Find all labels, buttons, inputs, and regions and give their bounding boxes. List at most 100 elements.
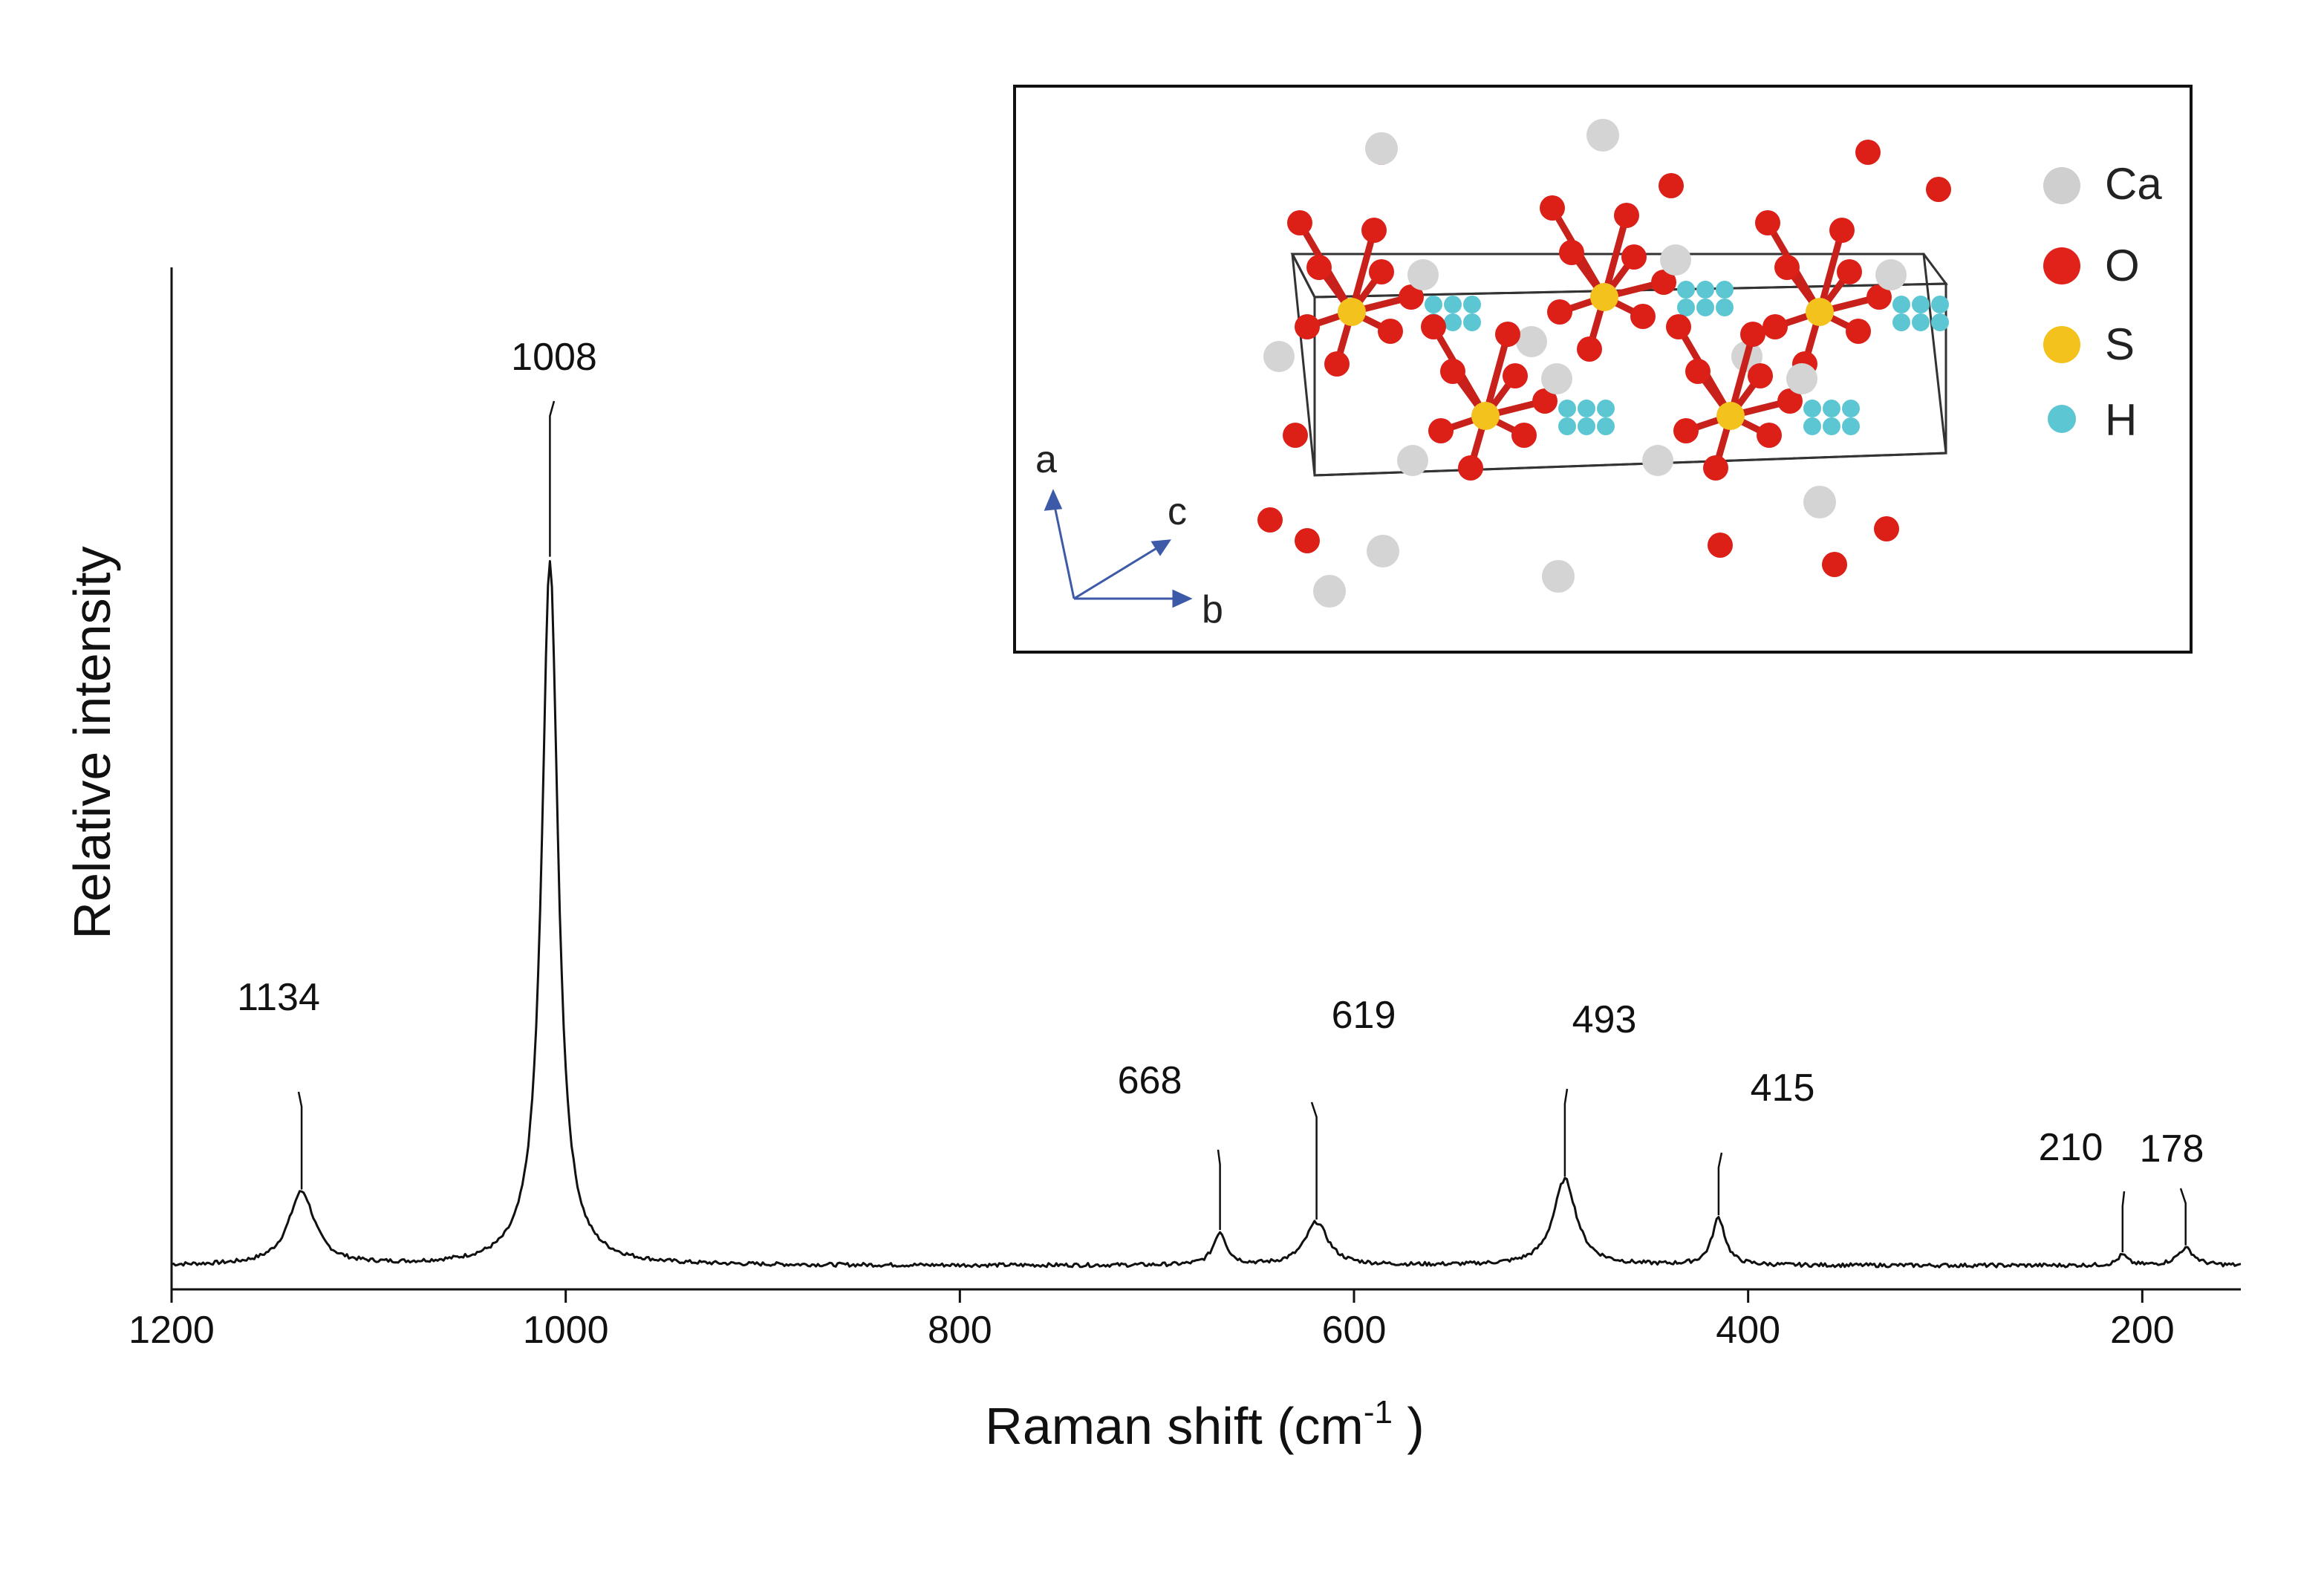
oxygen-atom bbox=[1673, 418, 1699, 443]
x-tick-label: 800 bbox=[928, 1309, 992, 1352]
axis-b-label: b bbox=[1202, 588, 1223, 631]
x-axis-label-end: ) bbox=[1393, 1397, 1425, 1455]
oxygen-atom bbox=[1547, 299, 1572, 325]
legend-s-marker bbox=[2043, 326, 2080, 363]
oxygen-atom bbox=[1621, 244, 1647, 270]
oxygen-atom bbox=[1511, 423, 1537, 448]
oxygen-atom bbox=[1651, 270, 1676, 295]
oxygen-atom bbox=[1685, 359, 1711, 384]
inset-border bbox=[1013, 85, 2193, 654]
calcium-atom bbox=[1365, 132, 1398, 165]
calcium-atom bbox=[1803, 486, 1836, 518]
hydrogen-atom bbox=[1842, 400, 1860, 417]
oxygen-atom bbox=[1324, 351, 1350, 377]
calcium-atom bbox=[1541, 363, 1572, 394]
oxygen-atom bbox=[1295, 528, 1320, 553]
calcium-atom bbox=[1542, 560, 1575, 593]
oxygen-atom bbox=[1740, 322, 1765, 347]
hydrogen-atom bbox=[1444, 313, 1462, 331]
oxygen-atom bbox=[1866, 284, 1892, 310]
oxygen-atom bbox=[1748, 363, 1773, 388]
hydrogen-atom bbox=[1892, 296, 1910, 313]
oxygen-atom bbox=[1614, 203, 1639, 228]
lattice-axes bbox=[1044, 489, 1193, 608]
hydrogen-atom bbox=[1842, 417, 1860, 435]
oxygen-atom bbox=[1287, 210, 1312, 235]
spectrum-line bbox=[171, 560, 2242, 1269]
peak-annotations: 1134 1008 668 619 493 415 210 178 bbox=[237, 336, 2204, 1253]
legend-s-label: S bbox=[2105, 319, 2135, 369]
axis-b-arrow-icon bbox=[1172, 589, 1193, 608]
hydrogen-atom bbox=[1444, 296, 1462, 313]
oxygen-atom bbox=[1757, 423, 1782, 448]
y-axis-label: Relative intensity bbox=[63, 546, 121, 939]
calcium-atom bbox=[1586, 119, 1619, 152]
crystal-structure-inset: a b c Ca O S H bbox=[1013, 85, 2193, 654]
oxygen-atom bbox=[1540, 195, 1565, 221]
oxygen-atom bbox=[1532, 388, 1558, 414]
hydrogen-atom bbox=[1892, 313, 1910, 331]
hydrogen-atom bbox=[1578, 400, 1595, 417]
calcium-atom bbox=[1786, 363, 1817, 394]
hydrogen-atom bbox=[1823, 400, 1840, 417]
calcium-atom bbox=[1516, 326, 1547, 357]
oxygen-atom bbox=[1257, 507, 1283, 533]
peak-leader-line bbox=[1310, 1101, 1318, 1220]
x-ticks: 1200 1000 800 600 400 200 bbox=[128, 1289, 2175, 1352]
oxygen-atom bbox=[1361, 218, 1387, 243]
oxygen-atom bbox=[1755, 210, 1780, 235]
legend-h-marker bbox=[2048, 405, 2076, 433]
peak-leader-line bbox=[2179, 1188, 2187, 1246]
peak-leader-line bbox=[297, 1091, 303, 1190]
calcium-atom bbox=[1642, 445, 1673, 476]
x-tick-label: 1200 bbox=[128, 1309, 215, 1352]
x-tick-label: 600 bbox=[1322, 1309, 1387, 1352]
oxygen-atom bbox=[1926, 177, 1951, 202]
hydrogen-atom bbox=[1803, 400, 1821, 417]
calcium-atom bbox=[1263, 341, 1295, 372]
calcium-atom bbox=[1875, 259, 1907, 290]
oxygen-atom bbox=[1306, 255, 1332, 280]
oxygen-atom bbox=[1659, 173, 1684, 198]
oxygen-atom bbox=[1428, 418, 1454, 443]
x-tick-label: 1000 bbox=[523, 1309, 609, 1352]
legend-o-label: O bbox=[2105, 241, 2140, 290]
oxygen-atom bbox=[1708, 533, 1733, 558]
calcium-atom bbox=[1660, 244, 1691, 276]
oxygen-atom bbox=[1577, 336, 1602, 362]
hydrogen-atom bbox=[1578, 417, 1595, 435]
hydrogen-atom bbox=[1597, 417, 1615, 435]
sulfur-atom bbox=[1806, 298, 1834, 326]
peak-leader-line bbox=[1563, 1088, 1569, 1177]
hydrogen-atom bbox=[1558, 417, 1576, 435]
oxygen-atom bbox=[1855, 140, 1881, 165]
hydrogen-atom bbox=[1696, 299, 1714, 316]
legend-o-marker bbox=[2043, 247, 2080, 284]
hydrogen-atom bbox=[1931, 313, 1949, 331]
oxygen-atom bbox=[1440, 359, 1465, 384]
oxygen-atom bbox=[1458, 455, 1483, 481]
hydrogen-atom bbox=[1677, 299, 1695, 316]
oxygen-atom bbox=[1378, 319, 1403, 344]
x-axis-label: Raman shift (cm-1 ) bbox=[985, 1394, 1424, 1455]
legend-ca-marker bbox=[2043, 167, 2080, 204]
oxygen-atom bbox=[1369, 259, 1394, 284]
oxygen-atom bbox=[1421, 314, 1446, 339]
crystal-bond bbox=[1601, 212, 1630, 301]
x-tick-label: 400 bbox=[1716, 1309, 1780, 1352]
oxygen-atom bbox=[1846, 319, 1871, 344]
hydrogen-atom bbox=[1716, 299, 1734, 316]
unit-cell-box bbox=[1290, 253, 1948, 477]
hydrogen-atom bbox=[1803, 417, 1821, 435]
legend-ca-label: Ca bbox=[2105, 159, 2162, 209]
crystal-bond bbox=[1816, 227, 1846, 316]
x-axis-label-sup: -1 bbox=[1364, 1394, 1393, 1430]
crystal-bond bbox=[1727, 331, 1757, 420]
peak-leader-line bbox=[1217, 1149, 1221, 1230]
calcium-atom bbox=[1313, 575, 1346, 608]
hydrogen-atom bbox=[1425, 296, 1442, 313]
sulfur-atom bbox=[1590, 283, 1618, 311]
oxygen-atom bbox=[1774, 255, 1800, 280]
oxygen-atom bbox=[1703, 455, 1728, 481]
